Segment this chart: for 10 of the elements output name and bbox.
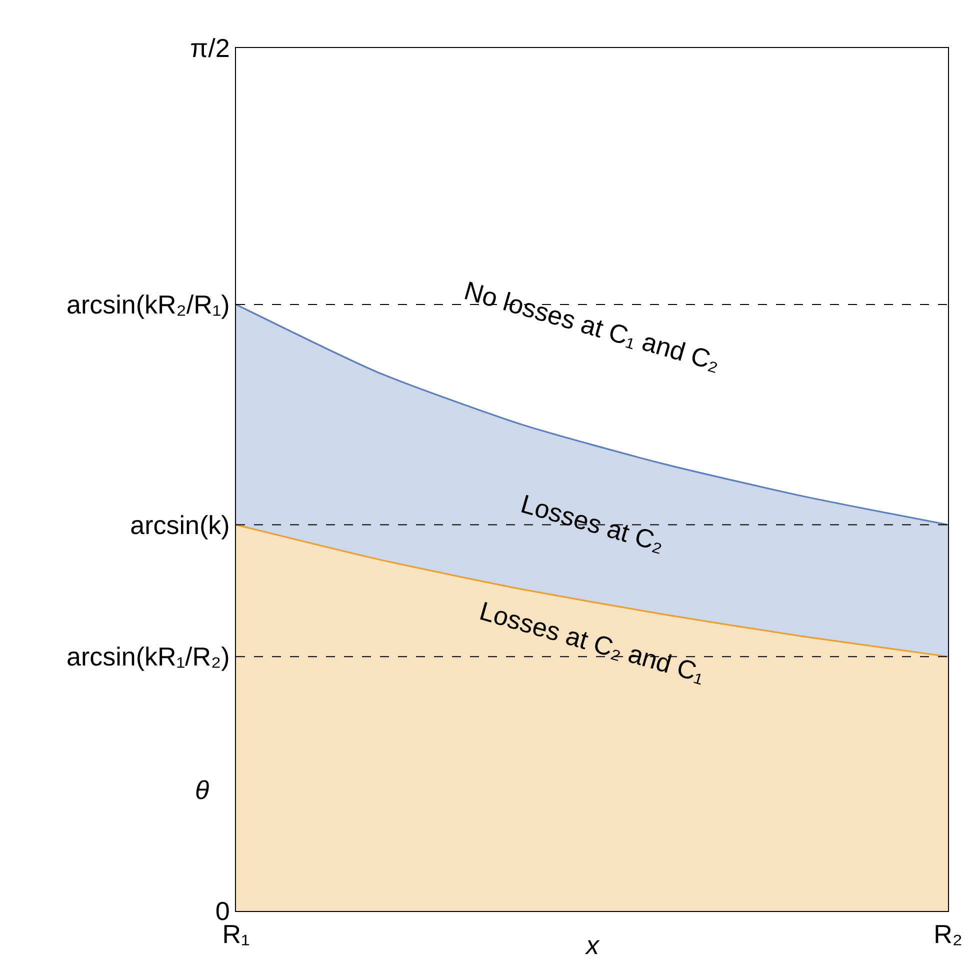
annotation: Losses at C₂ and C₁ — [476, 596, 709, 689]
x-axis-title: x — [584, 930, 600, 960]
annotation: No losses at C₁ and C₂ — [460, 275, 724, 377]
y-axis-title: θ — [195, 775, 210, 805]
y-tick-label: arcsin(kR₂/R₁) — [66, 290, 230, 320]
y-tick-label: arcsin(k) — [130, 510, 230, 540]
annotation: Losses at C₂ — [518, 488, 668, 558]
y-tick-label: π/2 — [190, 33, 230, 64]
y-tick-label: arcsin(kR₁/R₂) — [66, 642, 230, 672]
x-tick-label: R₂ — [934, 919, 962, 950]
